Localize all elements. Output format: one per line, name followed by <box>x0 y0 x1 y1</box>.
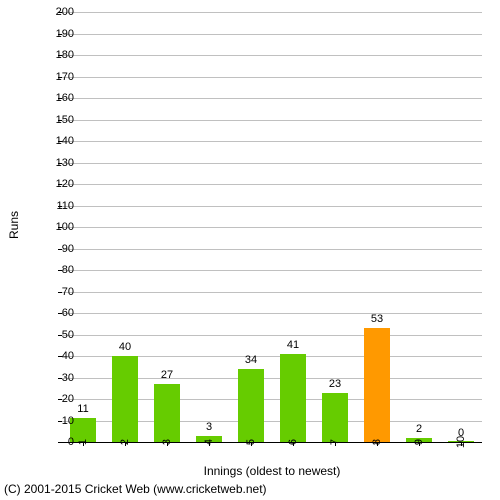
bar <box>280 354 305 442</box>
x-tick <box>251 442 252 446</box>
gridline <box>62 335 482 336</box>
y-tick <box>58 227 62 228</box>
gridline <box>62 184 482 185</box>
bar-value-label: 41 <box>287 339 299 351</box>
y-tick <box>58 313 62 314</box>
bar-value-label: 40 <box>119 341 131 353</box>
y-tick <box>58 184 62 185</box>
y-tick <box>58 12 62 13</box>
y-tick <box>58 34 62 35</box>
y-tick <box>58 77 62 78</box>
y-axis-title: Runs <box>7 211 21 239</box>
bar <box>112 356 137 442</box>
bar-value-label: 11 <box>77 403 88 415</box>
x-tick <box>419 442 420 446</box>
gridline <box>62 34 482 35</box>
gridline <box>62 313 482 314</box>
gridline <box>62 249 482 250</box>
x-tick <box>83 442 84 446</box>
gridline <box>62 206 482 207</box>
y-tick <box>58 421 62 422</box>
gridline <box>62 120 482 121</box>
y-tick <box>58 399 62 400</box>
x-tick <box>209 442 210 446</box>
copyright-text: (C) 2001-2015 Cricket Web (www.cricketwe… <box>4 482 267 496</box>
bar-value-label: 53 <box>371 313 383 325</box>
bar <box>364 328 389 442</box>
y-tick <box>58 378 62 379</box>
bar-value-label: 34 <box>245 354 257 366</box>
bars-container: 11402733441235320 <box>62 12 482 442</box>
plot-area: 11402733441235320 <box>62 12 482 442</box>
bar-value-label: 27 <box>161 369 173 381</box>
y-tick <box>58 270 62 271</box>
y-tick <box>58 120 62 121</box>
y-tick <box>58 249 62 250</box>
x-tick <box>167 442 168 446</box>
gridline <box>62 55 482 56</box>
bar-value-label: 23 <box>329 378 341 390</box>
y-tick <box>58 98 62 99</box>
gridline <box>62 227 482 228</box>
gridline <box>62 98 482 99</box>
x-tick <box>125 442 126 446</box>
x-tick <box>335 442 336 446</box>
y-tick <box>58 206 62 207</box>
y-tick <box>58 55 62 56</box>
x-tick <box>377 442 378 446</box>
x-tick <box>293 442 294 446</box>
x-tick <box>461 442 462 446</box>
gridline <box>62 12 482 13</box>
y-tick <box>58 292 62 293</box>
y-tick <box>58 356 62 357</box>
y-tick <box>58 335 62 336</box>
gridline <box>62 292 482 293</box>
gridline <box>62 77 482 78</box>
gridline <box>62 270 482 271</box>
gridline <box>62 163 482 164</box>
y-tick <box>58 442 62 443</box>
gridline <box>62 141 482 142</box>
x-axis-title: Innings (oldest to newest) <box>204 464 341 478</box>
y-tick <box>58 141 62 142</box>
bar-value-label: 3 <box>206 421 212 433</box>
y-tick <box>58 163 62 164</box>
